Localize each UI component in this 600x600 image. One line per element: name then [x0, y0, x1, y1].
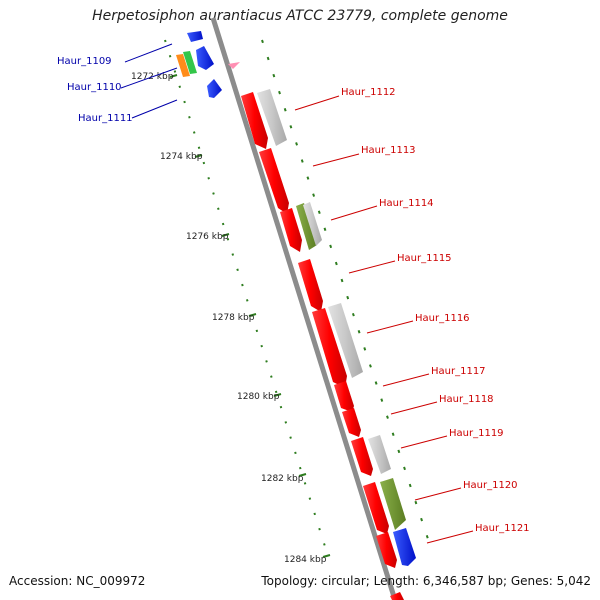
reverse-gene-label[interactable]: Haur_1109: [57, 56, 112, 67]
forward-gene-label[interactable]: Haur_1117: [431, 366, 486, 377]
gene-red-6[interactable]: [334, 381, 354, 412]
kbp-tick-mark: [273, 393, 282, 397]
gene-red-8[interactable]: [351, 437, 373, 476]
kbp-tick-label: 1284 kbp: [284, 555, 327, 565]
forward-gene-label[interactable]: Haur_1113: [361, 145, 416, 156]
kbp-tick-mark: [322, 554, 331, 558]
reverse-gene-leader-line: [120, 67, 178, 89]
gene-red-9[interactable]: [363, 482, 389, 534]
reverse-gene-label[interactable]: Haur_1110: [67, 82, 122, 93]
forward-gene-label[interactable]: Haur_1121: [475, 523, 530, 534]
forward-gene-leader-line: [414, 487, 462, 501]
reverse-gene-blue-1[interactable]: [187, 31, 203, 42]
gene-red-5[interactable]: [312, 308, 347, 388]
gene-red-11[interactable]: [390, 592, 404, 600]
forward-track-ticks: [261, 39, 431, 546]
forward-gene-label[interactable]: Haur_1120: [463, 480, 518, 491]
forward-gene-labels: Haur_1112 Haur_1113 Haur_1114 Haur_1115 Haur…: [294, 87, 530, 544]
pink-marker: [228, 62, 240, 69]
forward-gene-leader-line: [366, 320, 414, 334]
forward-gene-leader-line: [390, 401, 438, 415]
reverse-gene-label[interactable]: Haur_1111: [78, 113, 133, 124]
kbp-tick-label: 1274 kbp: [160, 152, 203, 162]
genome-summary-text: Topology: circular; Length: 6,346,587 bp…: [261, 574, 591, 588]
forward-gene-label[interactable]: Haur_1114: [379, 198, 434, 209]
kbp-tick-label: 1276 kbp: [186, 232, 229, 242]
kbp-tick-mark: [169, 74, 178, 78]
kbp-tick-mark: [194, 154, 203, 158]
forward-gene-leader-line: [382, 373, 430, 387]
reverse-gene-green[interactable]: [183, 51, 197, 74]
gene-red-2[interactable]: [259, 148, 289, 214]
gene-red-1[interactable]: [241, 92, 268, 149]
forward-gene-leader-line: [294, 95, 340, 111]
reverse-gene-blue-3[interactable]: [207, 79, 222, 98]
reverse-gene-leader-line: [124, 43, 173, 63]
kbp-tick-label: 1280 kbp: [237, 392, 280, 402]
forward-gene-leader-line: [312, 153, 360, 167]
forward-gene-label[interactable]: Haur_1115: [397, 253, 452, 264]
gene-red-3[interactable]: [280, 208, 302, 252]
forward-gene-label[interactable]: Haur_1112: [341, 87, 396, 98]
forward-gene-label[interactable]: Haur_1119: [449, 428, 504, 439]
reverse-gene-orange[interactable]: [176, 54, 190, 77]
kbp-tick-mark: [298, 473, 307, 477]
reverse-gene-labels: Haur_1109 Haur_1110 Haur_1111: [57, 43, 178, 124]
gene-blue-1[interactable]: [393, 528, 416, 566]
reverse-strand-genes: [176, 31, 222, 98]
reverse-gene-blue-2[interactable]: [196, 46, 214, 70]
forward-gene-leader-line: [426, 530, 474, 544]
kbp-tick-label: 1282 kbp: [261, 474, 304, 484]
gene-red-7[interactable]: [342, 408, 361, 437]
forward-gene-leader-line: [330, 205, 378, 221]
forward-gene-label[interactable]: Haur_1116: [415, 313, 470, 324]
kbp-tick-mark: [221, 233, 230, 237]
kbp-tick-mark: [248, 313, 257, 317]
kbp-tick-label: 1278 kbp: [212, 313, 255, 323]
gene-grey-3[interactable]: [328, 303, 363, 378]
forward-gene-label[interactable]: Haur_1118: [439, 394, 494, 405]
gene-grey-2[interactable]: [303, 202, 322, 246]
gene-olive-1[interactable]: [296, 203, 317, 250]
forward-strand-genes: [241, 89, 416, 600]
gene-grey-4[interactable]: [368, 435, 391, 474]
forward-gene-leader-line: [348, 260, 396, 274]
gene-grey-1[interactable]: [257, 89, 287, 146]
forward-gene-leader-line: [400, 435, 448, 449]
map-title: Herpetosiphon aurantiacus ATCC 23779, co…: [92, 8, 508, 24]
gene-red-4[interactable]: [298, 259, 323, 312]
accession-text: Accession: NC_009972: [9, 574, 146, 588]
genome-backbone: [210, 17, 398, 600]
reverse-gene-leader-line: [131, 99, 178, 119]
gene-red-10[interactable]: [376, 532, 397, 568]
gene-olive-2[interactable]: [380, 478, 406, 530]
